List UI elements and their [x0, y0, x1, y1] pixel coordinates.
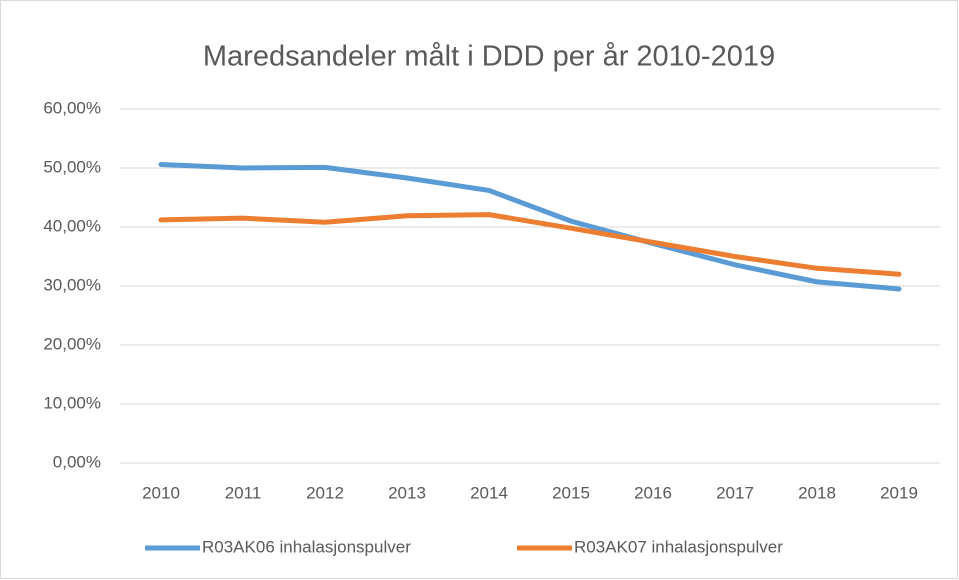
x-tick-label: 2011: [225, 483, 262, 502]
x-tick-label: 2012: [306, 483, 344, 502]
x-tick-label: 2014: [470, 483, 508, 502]
y-tick-label: 50,00%: [43, 157, 101, 176]
x-tick-label: 2013: [388, 483, 426, 502]
y-tick-label: 30,00%: [43, 275, 101, 294]
x-tick-label: 2017: [716, 483, 754, 502]
x-tick-label: 2016: [634, 483, 672, 502]
y-tick-label: 10,00%: [43, 393, 101, 412]
chart-title: Maredsandeler målt i DDD per år 2010-201…: [203, 41, 775, 73]
y-tick-label: 0,00%: [53, 452, 101, 471]
series-line: [158, 212, 902, 277]
x-tick-label: 2018: [798, 483, 836, 502]
x-tick-label: 2010: [142, 483, 180, 502]
y-tick-label: 40,00%: [43, 216, 101, 235]
legend-label: R03AK06 inhalasjonspulver: [202, 537, 411, 556]
series-line: [158, 161, 902, 292]
y-tick-label: 60,00%: [43, 98, 101, 117]
x-tick-label: 2019: [880, 483, 918, 502]
x-tick-label: 2015: [552, 483, 590, 502]
legend-label: R03AK07 inhalasjonspulver: [574, 537, 783, 556]
y-tick-label: 20,00%: [43, 334, 101, 353]
